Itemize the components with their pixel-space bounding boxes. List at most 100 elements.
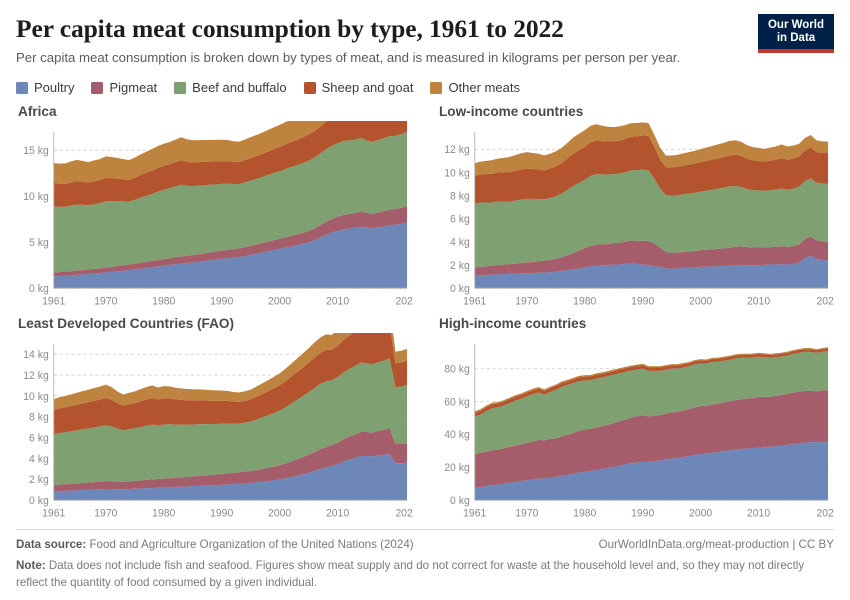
x-axis-tick-label: 1961 <box>42 295 65 308</box>
panel-plot-area[interactable]: 0 kg 5 kg 10 kg 15 kg 1961 1970 1980 1990 2000 20… <box>16 121 413 312</box>
y-axis-tick-label: 60 kg <box>444 396 469 409</box>
legend-item-label: Sheep and goat <box>321 80 414 96</box>
y-axis-tick-label: 0 kg <box>450 283 470 296</box>
y-axis-tick-label: 0 kg <box>29 283 49 296</box>
chart-panel-1: Low-income countries 0 kg 2 kg 4 kg 6 kg 8 kg… <box>437 104 834 312</box>
x-axis-tick-label: 2000 <box>689 508 712 521</box>
area-series-poultry <box>474 441 829 501</box>
stacked-area-svg: 0 kg 2 kg 4 kg 6 kg 8 kg 10 kg 12 kg 14 kg 1961 1… <box>23 333 413 521</box>
x-axis-tick-label: 1990 <box>631 508 654 521</box>
owid-logo-line2: in Data <box>776 31 816 44</box>
x-axis-tick-label: 2000 <box>689 295 712 308</box>
legend-item-beef-and-buffalo[interactable]: Beef and buffalo <box>174 80 287 96</box>
note-label: Note: <box>16 559 46 573</box>
y-axis-tick-label: 40 kg <box>444 429 469 442</box>
x-axis-tick-label: 2022 <box>395 295 413 308</box>
owid-source-link[interactable]: OurWorldInData.org/meat-production | CC … <box>598 537 834 551</box>
x-axis-tick-label: 1970 <box>94 508 117 521</box>
x-axis-tick-label: 1980 <box>152 295 175 308</box>
x-axis-tick-label: 1980 <box>573 295 596 308</box>
chart-panel-0: Africa 0 kg 5 kg 10 kg 15 kg 1961 1970 1980 1990… <box>16 104 413 312</box>
y-axis-tick-label: 0 kg <box>29 495 49 508</box>
x-axis-tick-label: 1980 <box>573 508 596 521</box>
y-axis-tick-label: 6 kg <box>29 432 49 445</box>
area-series-sheep-and-goat <box>474 135 829 204</box>
y-axis-tick-label: 0 kg <box>450 495 470 508</box>
y-axis-tick-label: 4 kg <box>450 236 470 249</box>
legend-item-poultry[interactable]: Poultry <box>16 80 74 95</box>
x-axis-tick-label: 2022 <box>816 295 834 308</box>
x-axis-tick-label: 1961 <box>42 508 65 521</box>
area-series-beef-and-buffalo <box>474 351 829 455</box>
x-axis-tick-label: 2022 <box>816 508 834 521</box>
y-axis-tick-label: 4 kg <box>29 453 49 466</box>
x-axis-tick-label: 2022 <box>395 508 413 521</box>
area-series-pigmeat <box>53 428 408 492</box>
panel-plot-area[interactable]: 0 kg 20 kg 40 kg 60 kg 80 kg 1961 1970 1980 1990… <box>437 333 834 524</box>
x-axis-tick-label: 1970 <box>515 508 538 521</box>
panel-plot-area[interactable]: 0 kg 2 kg 4 kg 6 kg 8 kg 10 kg 12 kg 1961 1970 19… <box>437 121 834 312</box>
legend-item-pigmeat[interactable]: Pigmeat <box>91 80 157 95</box>
panel-title: Africa <box>18 104 57 120</box>
legend-swatch-icon <box>303 81 316 94</box>
stacked-area-svg: 0 kg 5 kg 10 kg 15 kg 1961 1970 1980 1990 2000 20… <box>23 121 413 308</box>
chart-panel-grid: Africa 0 kg 5 kg 10 kg 15 kg 1961 1970 1980 1990… <box>16 104 834 525</box>
panel-title: High-income countries <box>439 316 587 332</box>
legend-item-label: Beef and buffalo <box>192 80 287 96</box>
legend-item-label: Poultry <box>34 80 75 96</box>
y-axis-tick-label: 15 kg <box>23 145 48 158</box>
chart-panel-2: Least Developed Countries (FAO) 0 kg 2 kg 4… <box>16 316 413 524</box>
x-axis-tick-label: 1990 <box>210 508 233 521</box>
x-axis-tick-label: 1961 <box>463 508 486 521</box>
y-axis-tick-label: 12 kg <box>444 144 469 157</box>
panel-title: Low-income countries <box>439 104 584 120</box>
area-series-poultry <box>474 255 829 289</box>
area-series-poultry <box>53 454 408 501</box>
area-series-poultry <box>53 222 408 289</box>
x-axis-tick-label: 1990 <box>210 295 233 308</box>
legend-item-label: Pigmeat <box>109 80 158 96</box>
area-series-beef-and-buffalo <box>53 358 408 486</box>
area-series-other-meats <box>474 122 829 176</box>
y-axis-tick-label: 10 kg <box>444 167 469 180</box>
x-axis-tick-label: 2000 <box>268 295 291 308</box>
panel-title: Least Developed Countries (FAO) <box>18 316 235 332</box>
chart-footer: Data source: Food and Agriculture Organi… <box>16 528 834 600</box>
chart-subtitle: Per capita meat consumption is broken do… <box>16 50 681 66</box>
data-source-value: Food and Agriculture Organization of the… <box>89 537 414 551</box>
x-axis-tick-label: 2010 <box>326 295 349 308</box>
panel-plot-area[interactable]: 0 kg 2 kg 4 kg 6 kg 8 kg 10 kg 12 kg 14 kg 1961 1… <box>16 333 413 524</box>
data-source-line: Data source: Food and Agriculture Organi… <box>16 537 414 554</box>
x-axis-tick-label: 2010 <box>747 295 770 308</box>
stacked-area-svg: 0 kg 2 kg 4 kg 6 kg 8 kg 10 kg 12 kg 1961 1970 19… <box>444 122 834 308</box>
x-axis-tick-label: 1990 <box>631 295 654 308</box>
note-value: Data does not include fish and seafood. … <box>16 559 805 590</box>
legend-swatch-icon <box>174 81 187 94</box>
legend-swatch-icon <box>16 81 28 94</box>
y-axis-tick-label: 6 kg <box>450 213 470 226</box>
y-axis-tick-label: 2 kg <box>29 474 49 487</box>
y-axis-tick-label: 10 kg <box>23 191 48 204</box>
legend-swatch-icon <box>91 81 104 94</box>
legend-swatch-icon <box>430 81 443 94</box>
chart-panel-3: High-income countries 0 kg 20 kg 40 kg 60 kg… <box>437 316 834 524</box>
y-axis-tick-label: 14 kg <box>23 349 48 362</box>
note-line: Note: Data does not include fish and sea… <box>16 558 816 592</box>
x-axis-tick-label: 1970 <box>515 295 538 308</box>
area-series-other-meats <box>53 333 408 411</box>
area-series-sheep-and-goat <box>53 121 408 207</box>
chart-header: Per capita meat consumption by type, 196… <box>16 14 834 68</box>
y-axis-tick-label: 2 kg <box>450 260 470 273</box>
x-axis-tick-label: 2000 <box>268 508 291 521</box>
legend-item-sheep-and-goat[interactable]: Sheep and goat <box>303 80 414 96</box>
legend-item-label: Other meats <box>448 80 520 96</box>
data-source-label: Data source: <box>16 537 87 551</box>
x-axis-tick-label: 1961 <box>463 295 486 308</box>
owid-logo-line1: Our World <box>767 19 824 31</box>
legend-item-other-meats[interactable]: Other meats <box>430 80 520 95</box>
owid-logo[interactable]: Our World in Data <box>758 14 834 53</box>
y-axis-tick-label: 10 kg <box>23 391 48 404</box>
x-axis-tick-label: 1970 <box>94 295 117 308</box>
y-axis-tick-label: 8 kg <box>29 412 49 425</box>
